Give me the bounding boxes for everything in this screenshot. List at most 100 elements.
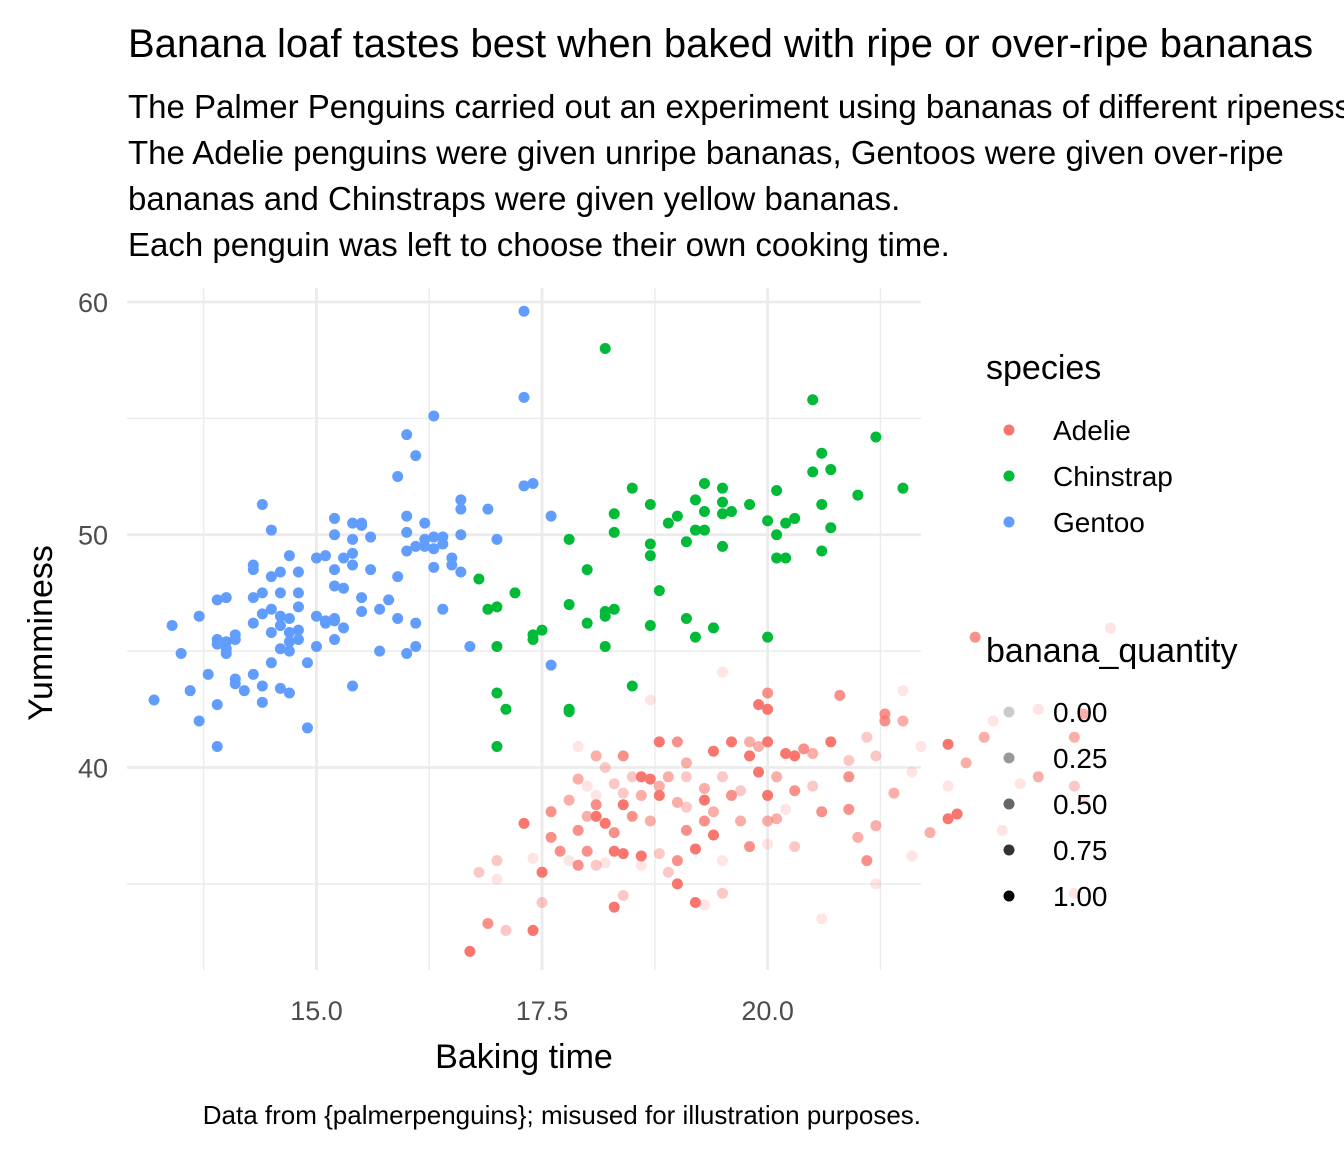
gentoo-point <box>274 620 286 632</box>
chinstrap-point <box>644 620 656 632</box>
adelie-point <box>572 741 584 753</box>
banana-quantity-legend: banana_quantity 0.00 0.25 0.50 0.75 1.00 <box>986 632 1237 912</box>
adelie-point <box>635 771 647 783</box>
adelie-point <box>662 771 674 783</box>
gentoo-point <box>401 526 413 538</box>
adelie-point <box>500 924 512 936</box>
data-points <box>148 305 1116 957</box>
legend-label-quantity: 0.00 <box>1053 697 1108 728</box>
adelie-point <box>1104 622 1116 634</box>
adelie-point <box>698 815 710 827</box>
gentoo-point <box>455 503 467 515</box>
gentoo-point <box>274 610 286 622</box>
adelie-point <box>843 771 855 783</box>
chinstrap-point <box>726 505 738 517</box>
legend-key-adelie <box>1003 424 1015 436</box>
chinstrap-point <box>698 505 710 517</box>
gentoo-point <box>347 680 359 692</box>
gentoo-point <box>491 533 503 545</box>
adelie-point <box>744 841 756 853</box>
gentoo-point <box>392 571 404 583</box>
chinstrap-point <box>500 703 512 715</box>
adelie-point <box>825 736 837 748</box>
chinstrap-point <box>744 498 756 510</box>
gentoo-point <box>310 552 322 564</box>
adelie-point <box>735 785 747 797</box>
gentoo-point <box>374 603 386 615</box>
adelie-point <box>843 755 855 767</box>
gentoo-point <box>256 696 268 708</box>
chinstrap-point <box>852 489 864 501</box>
chinstrap-point <box>491 687 503 699</box>
gentoo-point <box>247 617 259 629</box>
gentoo-point <box>220 592 232 604</box>
gentoo-point <box>211 741 223 753</box>
adelie-point <box>617 787 629 799</box>
gentoo-point <box>329 512 341 524</box>
chinstrap-point <box>626 680 638 692</box>
adelie-point <box>617 750 629 762</box>
gentoo-point <box>274 643 286 655</box>
gentoo-point <box>211 699 223 711</box>
gentoo-point <box>410 640 422 652</box>
gentoo-point <box>347 559 359 571</box>
gentoo-point <box>274 682 286 694</box>
legend-label-quantity: 0.50 <box>1053 789 1108 820</box>
adelie-point <box>807 780 819 792</box>
chinstrap-point <box>807 394 819 406</box>
adelie-point <box>969 631 981 643</box>
adelie-point <box>942 780 954 792</box>
chinstrap-point <box>717 508 728 520</box>
adelie-point <box>590 859 602 871</box>
adelie-point <box>807 748 819 760</box>
adelie-point <box>870 750 882 762</box>
adelie-point <box>617 799 629 811</box>
gentoo-point <box>437 538 449 550</box>
chinstrap-point <box>581 617 593 629</box>
chinstrap-point <box>599 343 611 355</box>
chinstrap-point <box>644 538 656 550</box>
adelie-point <box>680 757 692 769</box>
gentoo-point <box>410 540 422 552</box>
adelie-point <box>707 745 719 757</box>
adelie-point <box>717 666 728 678</box>
adelie-point <box>762 789 774 801</box>
legend-key-gentoo <box>1003 516 1015 528</box>
gentoo-point <box>401 647 413 659</box>
adelie-point <box>951 808 963 820</box>
y-tick-label: 50 <box>78 521 108 551</box>
adelie-point <box>762 736 774 748</box>
chinstrap-point <box>707 622 719 634</box>
gentoo-point <box>545 659 557 671</box>
adelie-point <box>563 855 575 867</box>
chinstrap-point <box>536 624 548 636</box>
adelie-point <box>1068 887 1080 899</box>
adelie-point <box>590 799 602 811</box>
adelie-point <box>717 887 728 899</box>
y-tick-label: 40 <box>78 753 108 783</box>
gentoo-point <box>166 620 178 632</box>
gentoo-point <box>518 480 530 492</box>
gentoo-point <box>518 305 530 317</box>
chinstrap-point <box>698 524 710 536</box>
adelie-point <box>464 945 476 957</box>
adelie-point <box>798 743 810 755</box>
adelie-point <box>581 780 593 792</box>
adelie-point <box>689 843 701 855</box>
gentoo-point <box>329 633 341 645</box>
adelie-point <box>816 806 828 818</box>
adelie-point <box>671 736 683 748</box>
chinstrap-point <box>780 552 792 564</box>
gentoo-point <box>211 638 223 650</box>
gentoo-point <box>175 647 187 659</box>
adelie-point <box>527 924 539 936</box>
legend-key-quantity <box>1003 798 1015 810</box>
chinstrap-point <box>762 631 774 643</box>
gentoo-point <box>518 391 530 403</box>
adelie-point <box>626 771 638 783</box>
adelie-point <box>888 787 900 799</box>
chinstrap-point <box>816 545 828 557</box>
adelie-point <box>608 901 620 913</box>
chinstrap-point <box>491 741 503 753</box>
legend-label-quantity: 1.00 <box>1053 881 1108 912</box>
